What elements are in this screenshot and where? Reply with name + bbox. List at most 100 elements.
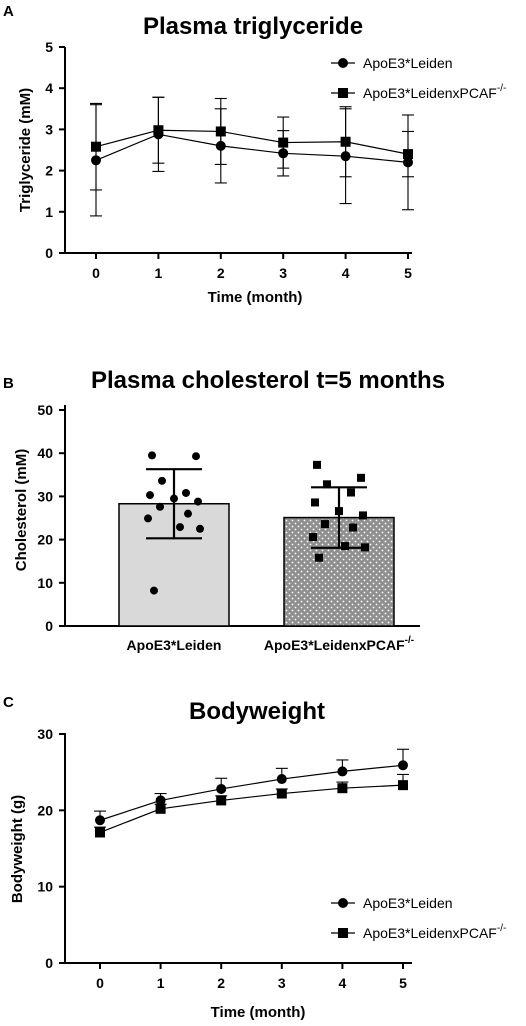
legend-marker: [338, 88, 348, 98]
individual-point: [323, 480, 331, 489]
y-tick-label: 0: [45, 618, 53, 634]
y-axis-label: Cholesterol (mM): [13, 449, 30, 572]
data-point: [153, 125, 164, 136]
x-tick-label: 4: [339, 975, 347, 991]
series-line-1: [95, 129, 409, 155]
individual-point: [156, 502, 164, 511]
individual-point: [313, 460, 321, 469]
x-tick-label: 3: [278, 975, 286, 991]
individual-point: [176, 523, 184, 532]
x-tick-label: 4: [342, 265, 350, 281]
legend: ApoE3*Leiden ApoE3*LeidenxPCAF-/-: [331, 895, 506, 941]
y-tick-label: 1: [45, 204, 53, 220]
y-ticks: 0 10 20 30: [37, 726, 65, 971]
y-axis-label: Triglyceride (mM): [17, 88, 34, 212]
legend-marker: [338, 898, 348, 908]
data-point: [278, 137, 289, 148]
data-point: [95, 815, 105, 826]
individual-point: [158, 476, 166, 485]
data-point: [155, 803, 166, 814]
data-point: [276, 774, 287, 785]
y-tick-label: 3: [45, 121, 53, 137]
panel-c-bodyweight: C Bodyweight Bodyweight (g) Time (month)…: [3, 694, 506, 1021]
legend: ApoE3*Leiden ApoE3*LeidenxPCAF-/-: [331, 55, 506, 101]
individual-point: [347, 488, 355, 497]
data-point: [216, 783, 227, 794]
individual-point: [196, 524, 204, 533]
legend-entry: ApoE3*LeidenxPCAF-/-: [363, 923, 506, 941]
legend-marker: [338, 58, 348, 68]
data-point: [276, 788, 287, 799]
individual-point: [359, 511, 367, 520]
x-tick-label: 3: [279, 265, 287, 281]
y-ticks: 0 10 20 30 40 50: [37, 402, 65, 634]
x-tick-label: 5: [399, 975, 407, 991]
series-line-0: [99, 764, 404, 821]
legend-entry: ApoE3*Leiden: [363, 895, 453, 911]
data-point: [403, 149, 413, 160]
x-ticks: 0 1 2 3 4 5: [92, 253, 412, 281]
series-line-1: [99, 784, 404, 834]
y-tick-label: 0: [45, 955, 53, 971]
y-tick-label: 5: [45, 39, 53, 55]
individual-point: [148, 451, 156, 460]
individual-point: [357, 473, 365, 482]
category-label: ApoE3*Leiden: [127, 637, 222, 653]
data-point: [398, 780, 408, 791]
individual-point: [341, 542, 349, 551]
y-tick-label: 30: [37, 488, 53, 504]
y-tick-label: 40: [37, 445, 53, 461]
individual-point: [184, 509, 192, 518]
y-tick-label: 20: [37, 802, 53, 818]
chart-title: Plasma triglyceride: [143, 13, 363, 40]
x-ticks: 0 1 2 3 4 5: [96, 963, 407, 991]
category-label: ApoE3*LeidenxPCAF-/-: [264, 635, 414, 653]
individual-point: [150, 586, 158, 595]
individual-point: [192, 452, 200, 461]
y-tick-label: 0: [45, 245, 53, 261]
individual-point: [321, 520, 329, 529]
chart-title: Plasma cholesterol t=5 months: [91, 367, 445, 394]
data-point: [216, 795, 227, 806]
y-axis-label: Bodyweight (g): [9, 795, 26, 903]
individual-point: [309, 533, 317, 542]
series-group: [90, 96, 414, 217]
individual-point: [194, 497, 202, 506]
individual-point: [182, 488, 190, 497]
data-point: [337, 766, 348, 777]
x-tick-label: 2: [217, 975, 225, 991]
y-tick-label: 10: [37, 879, 53, 895]
panel-letter-a: A: [3, 3, 14, 20]
y-tick-label: 30: [37, 726, 53, 742]
x-tick-label: 1: [155, 265, 163, 281]
x-tick-label: 0: [96, 975, 104, 991]
individual-point: [315, 553, 323, 562]
legend-entry: ApoE3*Leiden: [363, 55, 453, 71]
panel-letter-b: B: [3, 375, 14, 392]
data-point: [155, 795, 166, 806]
x-tick-label: 5: [404, 265, 412, 281]
x-axis-label: Time (month): [208, 289, 303, 306]
y-tick-label: 4: [45, 80, 53, 96]
x-tick-label: 1: [157, 975, 165, 991]
series-line-0: [95, 133, 409, 163]
data-point: [95, 827, 105, 838]
individual-point: [144, 514, 152, 523]
y-ticks: 0 1 2 3 4 5: [45, 39, 65, 261]
y-tick-label: 10: [37, 575, 53, 591]
individual-point: [146, 491, 154, 500]
category-labels: ApoE3*Leiden ApoE3*LeidenxPCAF-/-: [127, 635, 415, 653]
bars-group: [118, 451, 395, 627]
data-point: [337, 783, 348, 794]
legend-entry: ApoE3*LeidenxPCAF-/-: [363, 83, 506, 101]
y-tick-label: 50: [37, 402, 53, 418]
panel-b-cholesterol: B Plasma cholesterol t=5 months Choleste…: [3, 367, 445, 653]
data-point: [91, 141, 101, 152]
panel-letter-c: C: [3, 694, 14, 711]
panel-a-triglyceride: A Plasma triglyceride Triglyceride (mM) …: [3, 3, 506, 306]
individual-point: [349, 523, 357, 532]
data-point: [398, 760, 408, 771]
data-point: [340, 136, 351, 147]
legend-marker: [338, 928, 348, 938]
